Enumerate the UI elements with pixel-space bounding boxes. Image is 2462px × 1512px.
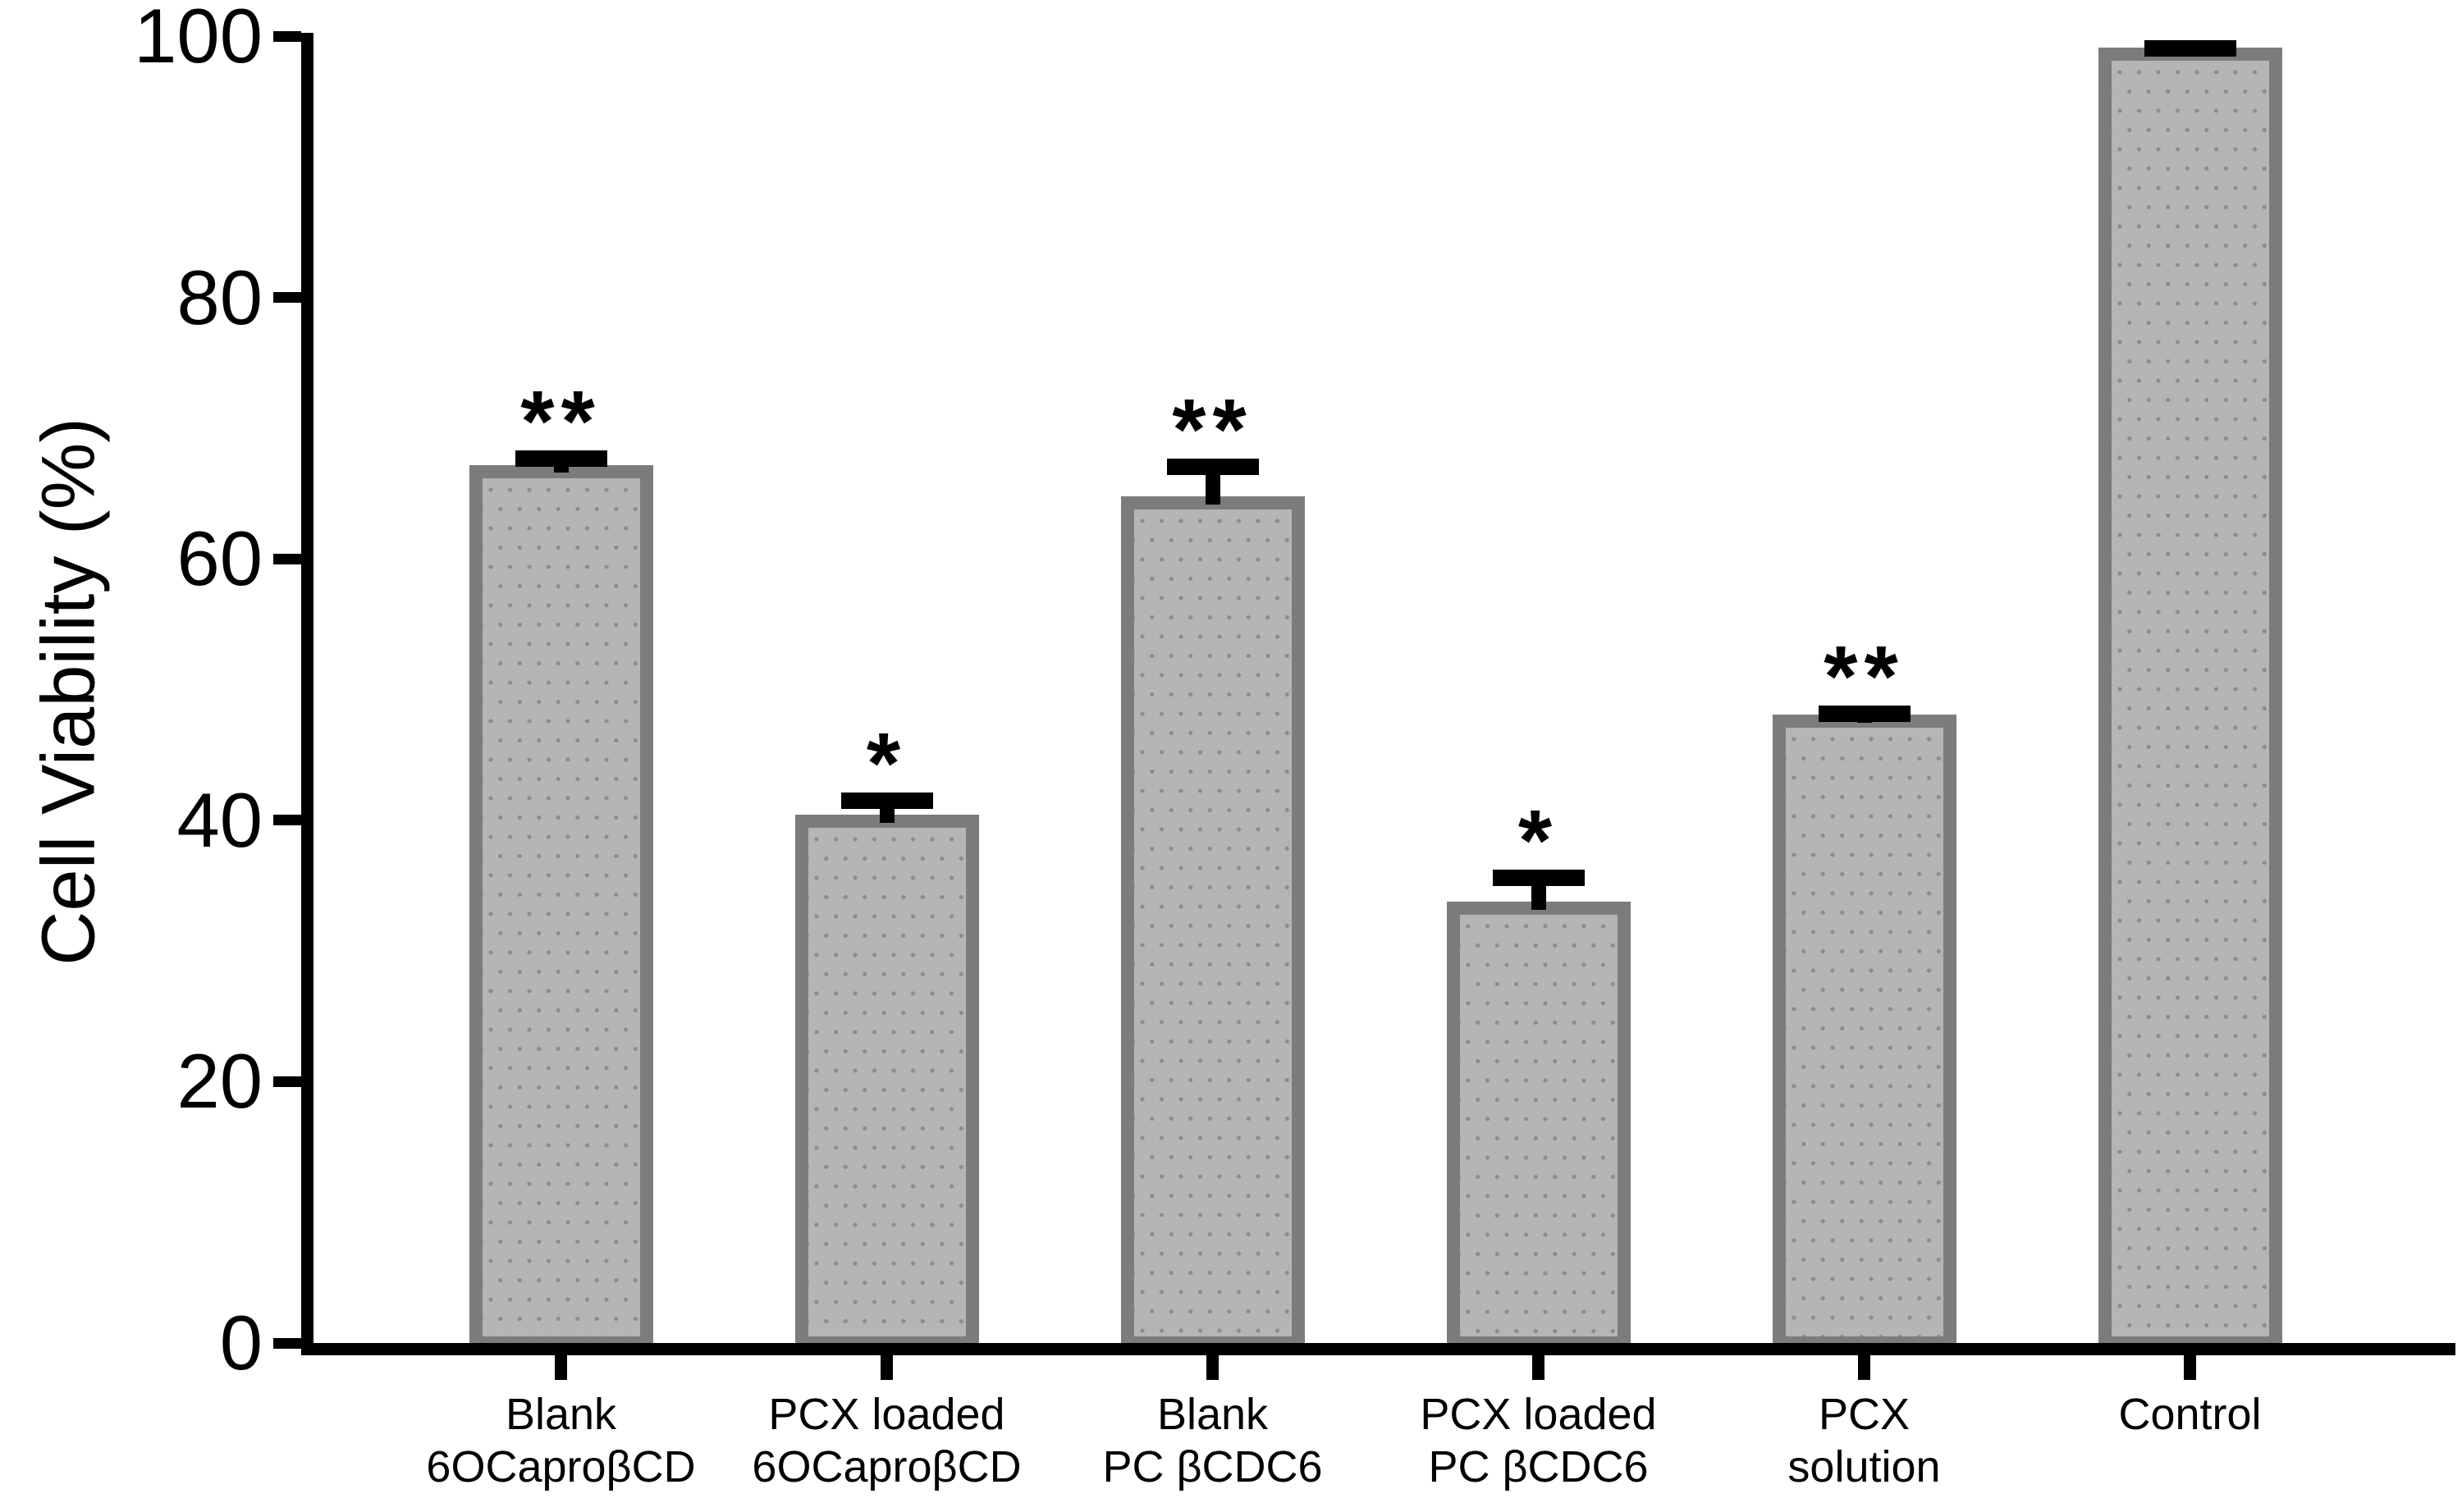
error-bar-cap (1818, 705, 1911, 722)
x-category-label-line: Control (2118, 1390, 2262, 1439)
x-axis-tick (1858, 1354, 1870, 1380)
x-category-label-line: Blank (1156, 1390, 1269, 1439)
y-tick-label: 100 (134, 0, 263, 79)
x-axis-tick (1532, 1354, 1544, 1380)
x-axis-tick (881, 1354, 893, 1380)
x-category-label: Blank 6OCaproβCD (356, 1388, 767, 1493)
x-category-label-line: PC βCDC6 (1428, 1442, 1649, 1491)
significance-label: ** (520, 372, 602, 470)
y-axis-tick (273, 292, 301, 304)
significance-label: * (866, 715, 908, 813)
x-category-label-line: PCX loaded (1420, 1390, 1657, 1439)
y-axis-tick (273, 553, 301, 564)
x-axis-line (301, 1343, 2455, 1355)
x-category-label: PCX loaded PC βCDC6 (1334, 1388, 1744, 1493)
bar (469, 464, 653, 1350)
significance-label: ** (1824, 628, 1905, 725)
x-category-label: PCX loaded 6OCaproβCD (682, 1388, 1092, 1493)
error-bar-cap (1166, 458, 1259, 475)
bar (1120, 496, 1305, 1350)
x-axis-tick (555, 1354, 567, 1380)
x-axis-tick (1206, 1354, 1219, 1380)
x-category-label-line: 6OCaproβCD (426, 1442, 696, 1491)
error-bar-whisker (879, 807, 895, 824)
bar (1772, 714, 1956, 1350)
x-category-label: PCX solution (1659, 1388, 2070, 1493)
y-axis-tick (273, 30, 301, 42)
error-bar-cap (2144, 39, 2236, 57)
y-axis-tick (273, 815, 301, 826)
y-tick-label: 20 (176, 1038, 263, 1125)
error-bar-whisker (1205, 473, 1220, 505)
x-category-label-line: Blank (505, 1390, 617, 1439)
error-bar-whisker (553, 464, 569, 473)
x-axis-tick (2184, 1354, 2196, 1380)
y-axis-tick (273, 1076, 301, 1087)
y-axis-tick (273, 1337, 301, 1349)
error-bar-cap (840, 793, 933, 810)
x-category-label-line: PCX loaded (768, 1390, 1005, 1439)
y-axis-line (301, 33, 313, 1355)
bar (2098, 48, 2282, 1350)
error-bar-whisker (1531, 884, 1546, 910)
y-tick-label: 60 (176, 515, 263, 602)
error-bar-cap (1492, 870, 1585, 887)
y-tick-label: 40 (176, 776, 263, 863)
x-category-label-line: solution (1787, 1442, 1941, 1491)
x-category-label: Control (1985, 1388, 2396, 1441)
significance-label: * (1517, 793, 1559, 890)
bar (1446, 901, 1631, 1350)
x-category-label-line: PCX (1818, 1390, 1911, 1439)
error-bar-cap (515, 450, 607, 467)
x-category-label-line: PC βCDC6 (1102, 1442, 1323, 1491)
y-axis-title: Cell Viability (%) (26, 417, 111, 966)
significance-label: ** (1172, 381, 1253, 478)
x-category-label-line: 6OCaproβCD (752, 1442, 1022, 1491)
x-category-label: Blank PC βCDC6 (1008, 1388, 1418, 1493)
bar (794, 815, 979, 1350)
y-tick-label: 0 (219, 1300, 263, 1386)
y-tick-label: 80 (176, 254, 263, 340)
